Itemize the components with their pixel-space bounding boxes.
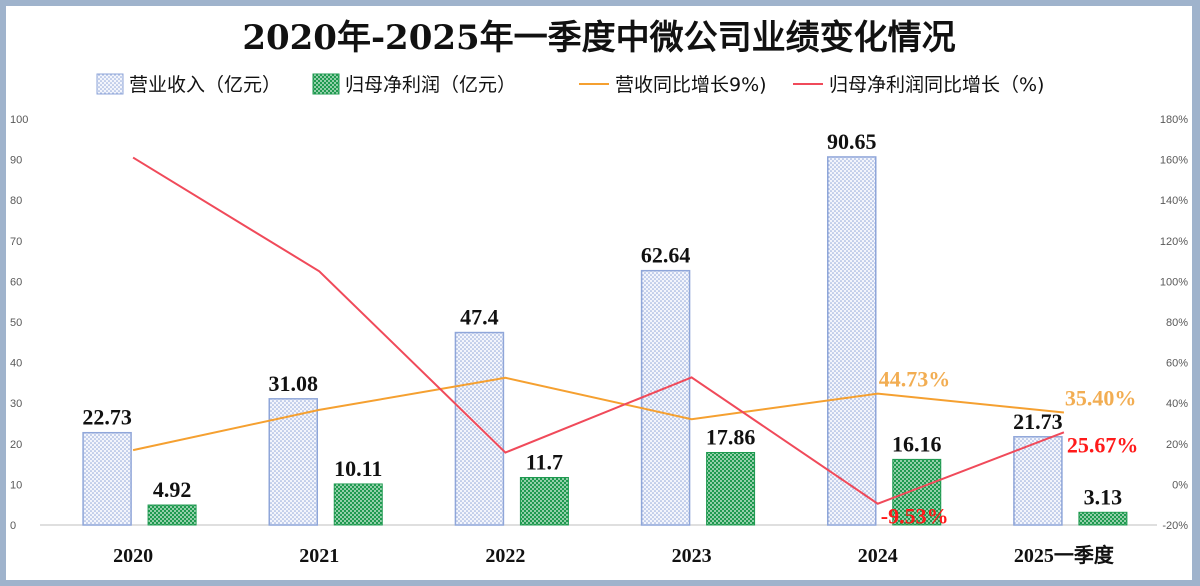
category-label: 2022 bbox=[485, 545, 525, 567]
revenue-bar bbox=[640, 269, 691, 526]
right-tick-label: 60% bbox=[1166, 358, 1188, 370]
data-labels: 22.73 4.92 31.08 10.11 47.4 11.7 62.64 17.86 90.… bbox=[82, 129, 1138, 529]
right-tick-label: 160% bbox=[1160, 155, 1188, 167]
legend-label-profit-growth: 归母净利润同比增长（%) bbox=[829, 74, 1044, 96]
legend-label-revenue-growth: 营收同比增长9%) bbox=[615, 74, 767, 96]
right-tick-label: 80% bbox=[1166, 317, 1188, 329]
left-tick-label: 100 bbox=[10, 114, 28, 126]
profit-growth-label: 25.67% bbox=[1067, 432, 1139, 457]
legend-swatch-revenue bbox=[96, 73, 124, 95]
profit-growth-label: -9.53% bbox=[881, 504, 949, 529]
left-axis: 0 10 20 30 40 50 60 70 80 90 100 bbox=[10, 114, 28, 532]
right-axis: -20% 0% 20% 40% 60% 80% 100% 120% 140% 160% 180% bbox=[1160, 114, 1188, 532]
legend-label-profit: 归母净利润（亿元） bbox=[345, 74, 516, 96]
revenue-bar-label: 22.73 bbox=[82, 405, 132, 430]
profit-bar bbox=[892, 458, 942, 526]
revenue-bar-label: 31.08 bbox=[269, 371, 319, 396]
left-tick-label: 40 bbox=[10, 358, 22, 370]
category-label: 2021 bbox=[299, 545, 339, 567]
left-tick-label: 30 bbox=[10, 398, 22, 410]
revenue-bar bbox=[82, 431, 132, 526]
left-tick-label: 0 bbox=[10, 520, 16, 532]
right-tick-label: 120% bbox=[1160, 236, 1188, 248]
right-tick-label: 20% bbox=[1166, 439, 1188, 451]
left-tick-label: 60 bbox=[10, 276, 22, 288]
legend-swatch-profit bbox=[312, 73, 340, 95]
revenue-growth-label: 44.73% bbox=[879, 367, 951, 392]
left-tick-label: 70 bbox=[10, 236, 22, 248]
profit-bar-label: 17.86 bbox=[706, 424, 756, 449]
profit-bar-label: 11.7 bbox=[526, 449, 563, 474]
right-tick-label: -20% bbox=[1162, 520, 1188, 532]
right-tick-label: 100% bbox=[1160, 276, 1188, 288]
profit-bar-label: 16.16 bbox=[892, 431, 942, 456]
left-tick-label: 10 bbox=[10, 479, 22, 491]
revenue-bar bbox=[1013, 436, 1063, 526]
profit-bar bbox=[147, 504, 197, 526]
revenue-bar-label: 21.73 bbox=[1013, 409, 1063, 434]
revenue-bar-label: 47.4 bbox=[460, 305, 499, 330]
right-tick-label: 40% bbox=[1166, 398, 1188, 410]
right-tick-label: 0% bbox=[1172, 479, 1188, 491]
right-tick-label: 140% bbox=[1160, 195, 1188, 207]
profit-bar-label: 3.13 bbox=[1084, 484, 1123, 509]
revenue-growth-label: 35.40% bbox=[1065, 386, 1137, 411]
revenue-bar-label: 62.64 bbox=[641, 243, 691, 268]
category-label: 2024 bbox=[858, 545, 898, 567]
revenue-bar-label: 90.65 bbox=[827, 129, 877, 154]
profit-bar-label: 4.92 bbox=[153, 477, 192, 502]
profit-bar bbox=[333, 483, 383, 526]
profit-bar bbox=[706, 451, 756, 526]
revenue-growth-line bbox=[132, 376, 1065, 452]
profit-bar bbox=[519, 476, 569, 526]
lines bbox=[132, 156, 1065, 505]
left-tick-label: 90 bbox=[10, 155, 22, 167]
right-tick-label: 180% bbox=[1160, 114, 1188, 126]
revenue-bar bbox=[827, 156, 877, 526]
profit-growth-line bbox=[132, 156, 1065, 505]
left-tick-label: 50 bbox=[10, 317, 22, 329]
chart-frame: 2020年-2025年一季度中微公司业绩变化情况 营业收入（亿元） 归母净利润（… bbox=[6, 6, 1192, 580]
category-labels: 2020 2021 2022 2023 2024 2025一季度 bbox=[113, 543, 1115, 567]
bars bbox=[82, 156, 1128, 526]
chart-title: 2020年-2025年一季度中微公司业绩变化情况 bbox=[242, 18, 955, 58]
revenue-bar bbox=[268, 398, 318, 526]
profit-bar-label: 10.11 bbox=[334, 456, 382, 481]
revenue-bar bbox=[454, 331, 505, 526]
left-tick-label: 20 bbox=[10, 439, 22, 451]
chart-svg: 2020年-2025年一季度中微公司业绩变化情况 营业收入（亿元） 归母净利润（… bbox=[10, 18, 1188, 567]
category-label: 2020 bbox=[113, 545, 153, 567]
category-label: 2023 bbox=[672, 545, 712, 567]
legend-label-revenue: 营业收入（亿元） bbox=[129, 74, 281, 96]
left-tick-label: 80 bbox=[10, 195, 22, 207]
profit-bar bbox=[1078, 511, 1128, 526]
category-label: 2025一季度 bbox=[1014, 543, 1115, 567]
legend: 营业收入（亿元） 归母净利润（亿元） 营收同比增长9%) 归母净利润同比增长（%… bbox=[96, 73, 1044, 96]
